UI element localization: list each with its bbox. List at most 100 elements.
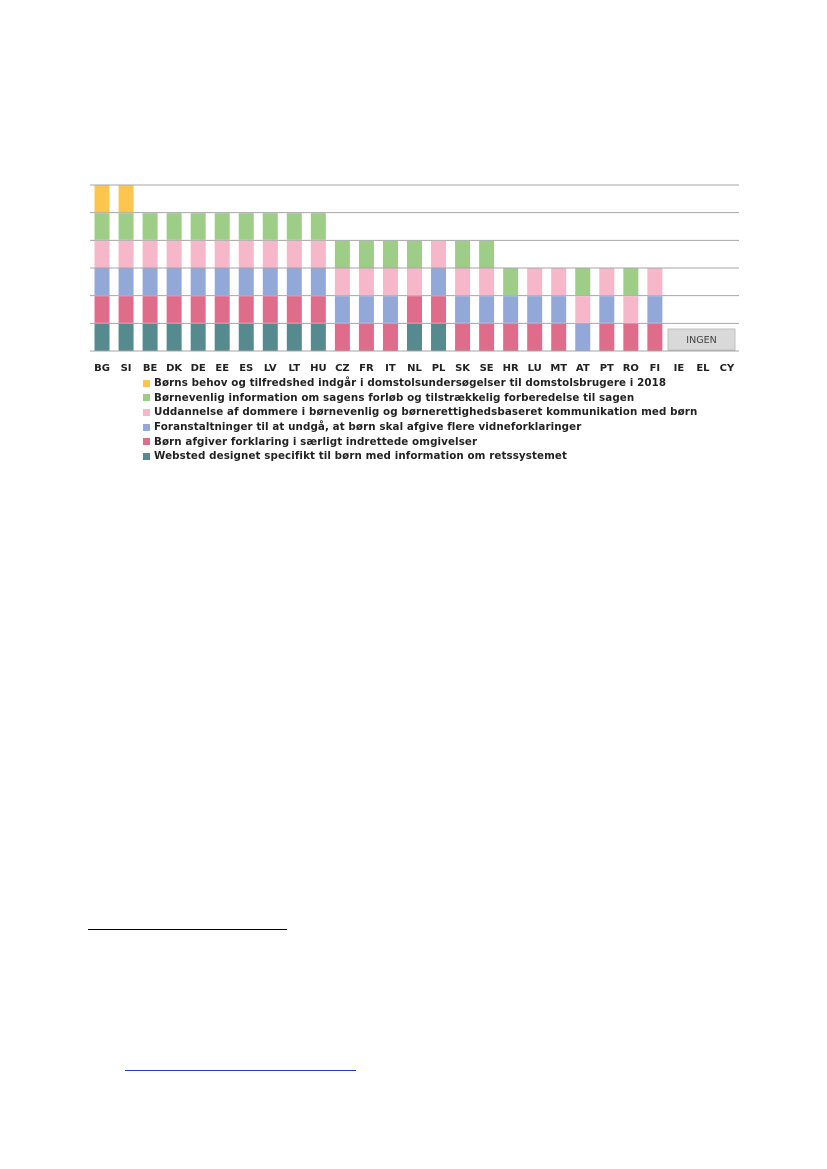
bar-segment-nl	[407, 240, 422, 268]
legend-swatch	[143, 438, 150, 446]
x-tick-label: DK	[166, 363, 183, 374]
legend-label: Uddannelse af dommere i børnevenlig og b…	[154, 406, 698, 419]
x-tick-label: EE	[215, 363, 229, 374]
bar-segment-fr	[358, 240, 374, 268]
x-tick-label: FR	[359, 363, 374, 374]
bar-segment-mt	[551, 323, 567, 351]
bar-segment-hr	[503, 323, 519, 351]
bar-segment-ro	[623, 296, 639, 323]
bar-segment-it	[382, 240, 398, 268]
bar-segment-bg	[94, 213, 110, 240]
gridlines	[90, 184, 739, 352]
legend-item-website: Websted designet specifikt til børn med …	[143, 449, 697, 464]
x-tick-label: LT	[289, 363, 301, 374]
x-tick-label: SE	[480, 363, 494, 374]
legend-swatch	[143, 394, 150, 402]
bar-segment-lu	[527, 268, 543, 296]
bar-segment-es	[238, 240, 254, 268]
ingen-annotation: INGEN	[667, 328, 736, 351]
bar-segment-de	[190, 213, 206, 240]
bar-segment-hu	[310, 296, 326, 323]
bar-segment-ee	[214, 240, 230, 268]
bar-segment-es	[238, 323, 254, 351]
bar-segment-pl	[431, 268, 447, 296]
x-tick-label: SI	[121, 363, 132, 374]
bar-segment-bg	[94, 268, 110, 296]
bar-segment-mt	[551, 296, 567, 323]
bar-segment-ee	[214, 268, 230, 296]
bar-segment-bg	[94, 185, 110, 213]
x-tick-label: IT	[385, 363, 396, 374]
x-tick-label: DE	[191, 363, 206, 374]
bar-segment-hr	[503, 268, 519, 296]
x-tick-label: LV	[264, 363, 277, 374]
bar-segment-sk	[455, 240, 471, 268]
bar-segment-cz	[334, 296, 350, 323]
bar-segment-se	[479, 323, 495, 351]
bar-segment-si	[118, 268, 134, 296]
bar-segment-bg	[94, 296, 110, 323]
bar-segment-es	[238, 213, 254, 240]
legend-swatch	[143, 423, 150, 431]
bar-segment-lt	[286, 296, 302, 323]
bar-segment-es	[238, 268, 254, 296]
bar-segment-fr	[358, 323, 374, 351]
bar-segment-be	[142, 213, 158, 240]
bar-segment-cz	[334, 323, 350, 351]
legend-swatch	[143, 379, 150, 387]
bar-segment-si	[118, 185, 134, 213]
bar-segment-se	[479, 268, 495, 296]
bar-segment-fi	[647, 296, 663, 323]
bar-segment-at	[575, 296, 591, 323]
bar-segment-cz	[334, 268, 350, 296]
ingen-label: INGEN	[686, 335, 716, 346]
bar-segment-pl	[431, 296, 447, 323]
ingen-box	[667, 328, 736, 351]
bar-segment-dk	[166, 213, 182, 240]
bar-segment-hu	[310, 240, 326, 268]
bar-segment-hu	[310, 268, 326, 296]
x-tick-label: NL	[407, 363, 422, 374]
chart-legend: Børns behov og tilfredshed indgår i doms…	[143, 376, 697, 464]
bar-segment-ee	[214, 323, 230, 351]
footnote-separator	[88, 929, 287, 930]
bar-segment-pt	[599, 296, 615, 323]
stacked-bar-chart: INGEN BG SI BE DK DE EE ES LV LT HU CZ FR IT NL PL SK SE…	[90, 184, 739, 374]
x-tick-label: CZ	[335, 363, 350, 374]
bar-segment-pt	[599, 268, 615, 296]
bar-stacks	[94, 185, 663, 351]
bar-segment-it	[382, 268, 398, 296]
legend-label: Børns behov og tilfredshed indgår i doms…	[154, 377, 667, 390]
bar-segment-fi	[647, 268, 663, 296]
bar-segment-mt	[551, 268, 567, 296]
bar-segment-pl	[431, 240, 447, 268]
bar-segment-lv	[262, 213, 278, 240]
legend-item-survey: Børns behov og tilfredshed indgår i doms…	[143, 376, 697, 391]
bar-segment-bg	[94, 240, 110, 268]
legend-label: Websted designet specifikt til børn med …	[154, 450, 568, 463]
bar-segment-si	[118, 240, 134, 268]
x-tick-label: HU	[310, 363, 327, 374]
bar-segment-be	[142, 268, 158, 296]
bar-segment-lv	[262, 268, 278, 296]
bar-segment-de	[190, 296, 206, 323]
x-tick-label: IE	[674, 363, 685, 374]
bar-segment-lt	[286, 213, 302, 240]
bar-segment-ee	[214, 213, 230, 240]
x-tick-label: LU	[528, 363, 542, 374]
x-tick-label: EL	[696, 363, 710, 374]
x-tick-label: PL	[432, 363, 446, 374]
bar-segment-lt	[286, 240, 302, 268]
legend-item-measures: Foranstaltninger til at undgå, at børn s…	[143, 420, 697, 435]
bar-segment-at	[575, 268, 591, 296]
bar-segment-at	[575, 323, 591, 351]
legend-label: Børn afgiver forklaring i særligt indret…	[154, 435, 478, 448]
bar-segment-fi	[647, 323, 663, 351]
bar-segment-dk	[166, 240, 182, 268]
bar-segment-lt	[286, 268, 302, 296]
legend-item-information: Børnevenlig information om sagens forløb…	[143, 391, 697, 406]
bar-segment-it	[382, 296, 398, 323]
bar-segment-nl	[407, 296, 422, 323]
x-tick-label: BG	[94, 363, 110, 374]
bar-segment-sk	[455, 323, 471, 351]
